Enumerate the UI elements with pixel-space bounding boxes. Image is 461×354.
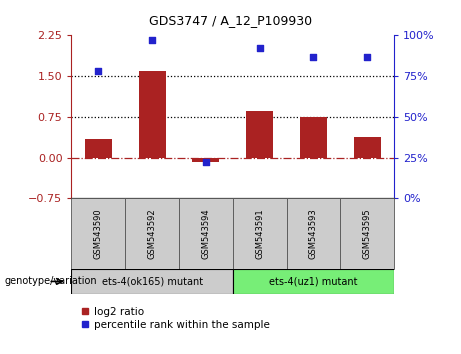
Bar	[85, 138, 112, 158]
Text: GSM543591: GSM543591	[255, 208, 264, 259]
Point	[95, 68, 102, 74]
Text: genotype/variation: genotype/variation	[5, 276, 97, 286]
Text: GSM543590: GSM543590	[94, 208, 103, 259]
Text: ets-4(uz1) mutant: ets-4(uz1) mutant	[269, 276, 358, 286]
Bar	[354, 137, 381, 158]
Point	[310, 54, 317, 59]
Bar	[287, 198, 340, 269]
Text: GSM543594: GSM543594	[201, 208, 210, 259]
Text: GSM543592: GSM543592	[148, 208, 157, 259]
Text: GDS3747 / A_12_P109930: GDS3747 / A_12_P109930	[149, 14, 312, 27]
Bar	[340, 198, 394, 269]
Bar	[300, 117, 327, 158]
Legend: log2 ratio, percentile rank within the sample: log2 ratio, percentile rank within the s…	[77, 303, 274, 334]
Text: ets-4(ok165) mutant: ets-4(ok165) mutant	[101, 276, 203, 286]
Point	[148, 38, 156, 43]
Bar	[71, 198, 125, 269]
Text: GSM543595: GSM543595	[363, 208, 372, 259]
Bar	[179, 198, 233, 269]
Point	[202, 160, 210, 165]
Text: GSM543593: GSM543593	[309, 208, 318, 259]
Bar	[139, 71, 165, 158]
Bar	[71, 269, 233, 294]
Bar	[125, 198, 179, 269]
Bar	[233, 198, 287, 269]
Point	[256, 46, 263, 51]
Bar	[193, 158, 219, 162]
Bar	[233, 269, 394, 294]
Bar	[246, 112, 273, 158]
Point	[364, 54, 371, 59]
